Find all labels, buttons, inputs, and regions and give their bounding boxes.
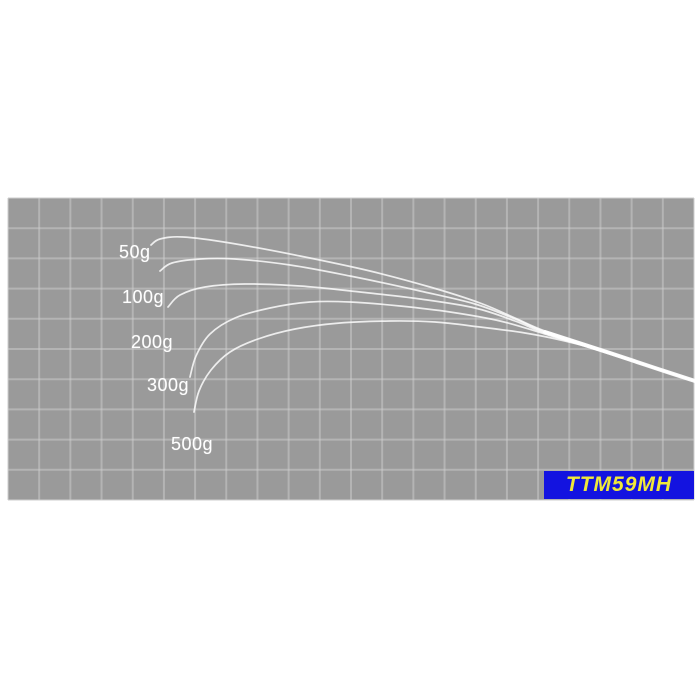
load-label-200g: 200g	[131, 332, 174, 352]
rod-butt-trunk	[543, 330, 697, 383]
load-label-100g: 100g	[122, 287, 165, 307]
load-label-300g: 300g	[147, 375, 190, 395]
load-label-500g: 500g	[171, 434, 214, 454]
model-badge: TTM59MH	[544, 471, 694, 499]
load-label-50g: 50g	[119, 242, 151, 262]
